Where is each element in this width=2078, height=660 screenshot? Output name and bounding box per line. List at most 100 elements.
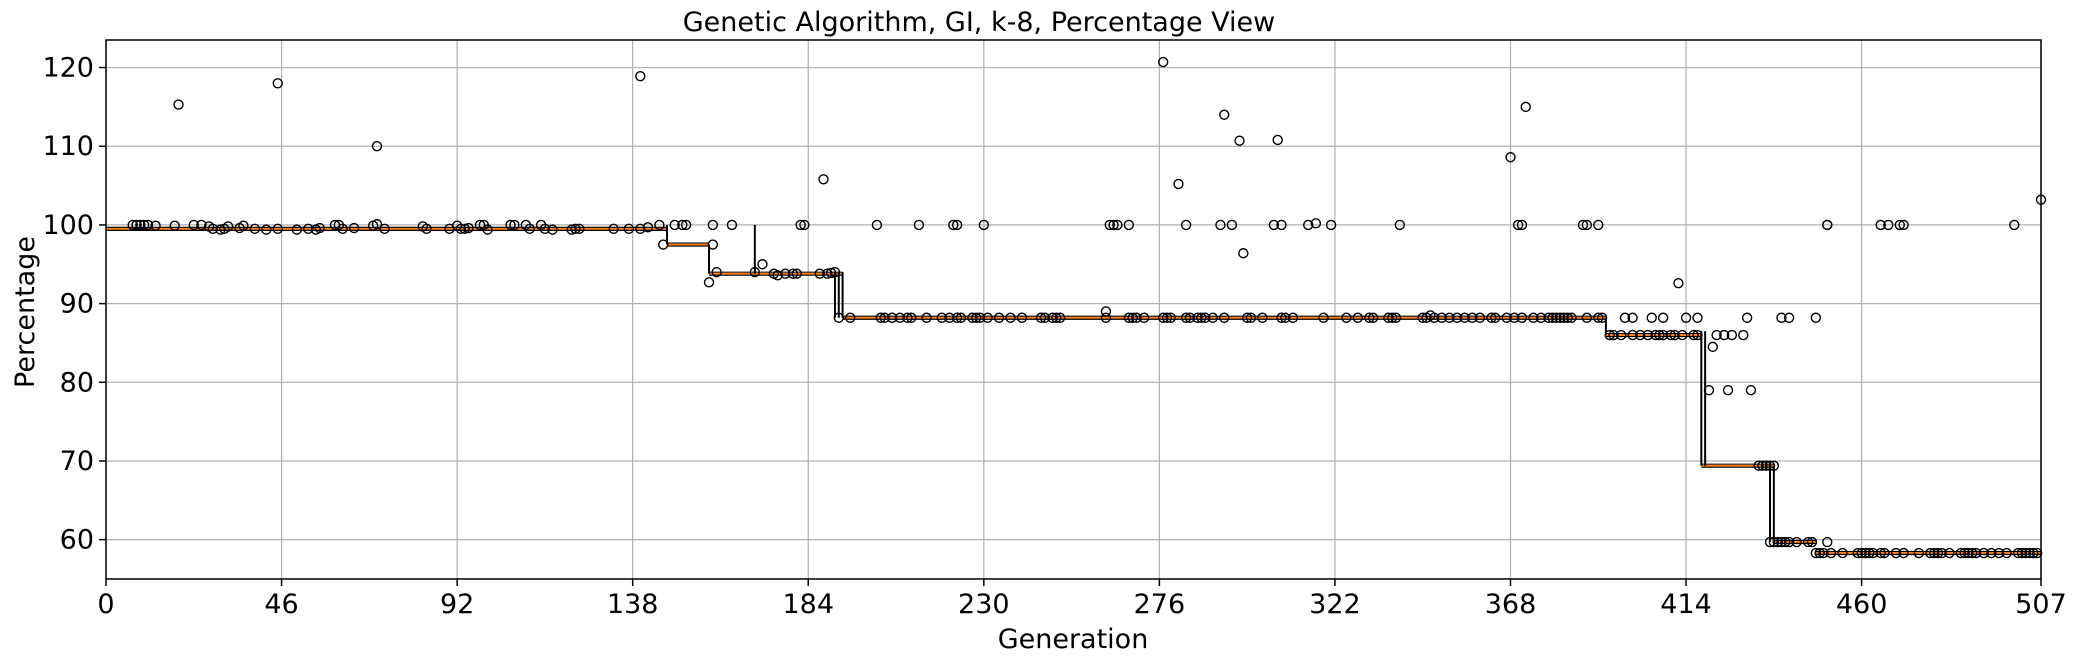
outlier-point	[1791, 536, 1802, 548]
outlier-point	[936, 312, 948, 323]
outlier-point	[1764, 460, 1776, 471]
chart-title: Genetic Algorithm, GI, k-8, Percentage V…	[683, 7, 1275, 38]
data-layer	[106, 56, 2047, 559]
outlier-point	[1509, 312, 1520, 323]
outlier-point	[524, 223, 535, 235]
outlier-point	[1711, 329, 1722, 341]
outlier-point	[1707, 341, 1718, 353]
outlier-point	[1394, 219, 1406, 231]
outlier-point	[1852, 547, 1864, 559]
outlier-point	[1818, 547, 1829, 559]
outlier-point	[944, 312, 955, 323]
outlier-point	[1703, 384, 1715, 396]
outlier-point	[188, 219, 199, 231]
outlier-point	[272, 78, 283, 89]
outlier-point	[1864, 547, 1875, 559]
outlier-point	[703, 277, 715, 288]
outlier-point	[1604, 329, 1615, 341]
outlier-point	[1272, 134, 1283, 146]
outlier-point	[1528, 312, 1539, 323]
outlier-point	[2020, 547, 2031, 559]
outlier-point	[1268, 219, 1280, 231]
outlier-point	[1627, 329, 1638, 341]
outlier-point	[1341, 312, 1352, 323]
outlier-point	[337, 223, 348, 235]
outlier-point	[711, 266, 722, 278]
outlier-point	[1894, 219, 1905, 231]
outlier-point	[1520, 101, 1531, 113]
outlier-point	[1890, 547, 1902, 559]
outlier-point	[1157, 56, 1169, 68]
y-tick-label: 70	[60, 446, 94, 477]
outlier-point	[1650, 329, 1661, 341]
outlier-point	[1047, 312, 1058, 323]
outlier-point	[982, 312, 993, 323]
outlier-point	[131, 219, 142, 231]
outlier-point	[1165, 312, 1177, 323]
outlier-point	[1768, 536, 1780, 548]
outlier-point	[1180, 219, 1192, 231]
outlier-point	[371, 141, 383, 152]
outlier-point	[1608, 329, 1619, 341]
outlier-point	[845, 312, 856, 323]
outlier-point	[1207, 312, 1219, 323]
outlier-point	[1814, 547, 1825, 559]
outlier-point	[726, 219, 738, 231]
outlier-point	[1325, 219, 1337, 231]
outlier-point	[1238, 248, 1249, 259]
outlier-point	[623, 223, 635, 235]
outlier-point	[150, 220, 161, 231]
outlier-point	[1451, 312, 1463, 323]
outlier-point	[2012, 547, 2024, 559]
outlier-point	[879, 312, 890, 323]
y-tick-label: 90	[60, 289, 94, 320]
outlier-point	[780, 268, 791, 279]
outlier-point	[955, 312, 967, 323]
outlier-point	[1665, 329, 1676, 341]
outlier-point	[1364, 312, 1375, 323]
outlier-point	[142, 219, 154, 231]
outlier-point	[1535, 312, 1547, 323]
outlier-point	[1184, 312, 1196, 323]
outlier-point	[1547, 312, 1558, 323]
x-tick-label: 0	[97, 589, 114, 620]
tick-layer: 0 46 92 138 184 230 276 322 368 414 460 507 60 70 80 90…	[42, 53, 2066, 620]
outlier-point	[1726, 329, 1738, 341]
outlier-point	[1280, 312, 1291, 323]
outlier-point	[1722, 384, 1734, 396]
outlier-point	[658, 239, 669, 250]
x-axis-label: Generation	[998, 624, 1149, 655]
outlier-point	[680, 219, 692, 231]
outlier-point	[1810, 312, 1822, 323]
outlier-point	[1753, 460, 1764, 471]
outlier-point	[1436, 312, 1447, 323]
outlier-point	[1016, 312, 1028, 323]
outlier-point	[1428, 312, 1440, 323]
outlier-point	[1635, 329, 1646, 341]
outlier-point	[1669, 329, 1680, 341]
outlier-point	[677, 219, 688, 231]
x-tick-label: 46	[264, 589, 298, 620]
outlier-point	[894, 312, 906, 323]
y-tick-label: 60	[60, 525, 94, 556]
outlier-point	[1776, 312, 1787, 323]
outlier-point	[1898, 219, 1909, 231]
outlier-point	[127, 219, 138, 231]
outlier-point	[2009, 219, 2020, 231]
outlier-point	[1417, 312, 1428, 323]
outlier-point	[1257, 312, 1268, 323]
outlier-point	[1680, 312, 1692, 323]
outlier-point	[291, 224, 303, 235]
outlier-point	[1383, 312, 1394, 323]
outlier-point	[1108, 219, 1119, 231]
y-tick-label: 100	[42, 210, 94, 241]
outlier-point	[1352, 312, 1364, 323]
outlier-point	[921, 312, 932, 323]
outlier-point	[169, 220, 180, 231]
x-tick-label: 460	[1836, 589, 1888, 620]
outlier-point	[1501, 312, 1512, 323]
outlier-point	[1593, 219, 1604, 231]
outlier-point	[1112, 219, 1123, 231]
outlier-point	[1562, 312, 1573, 323]
